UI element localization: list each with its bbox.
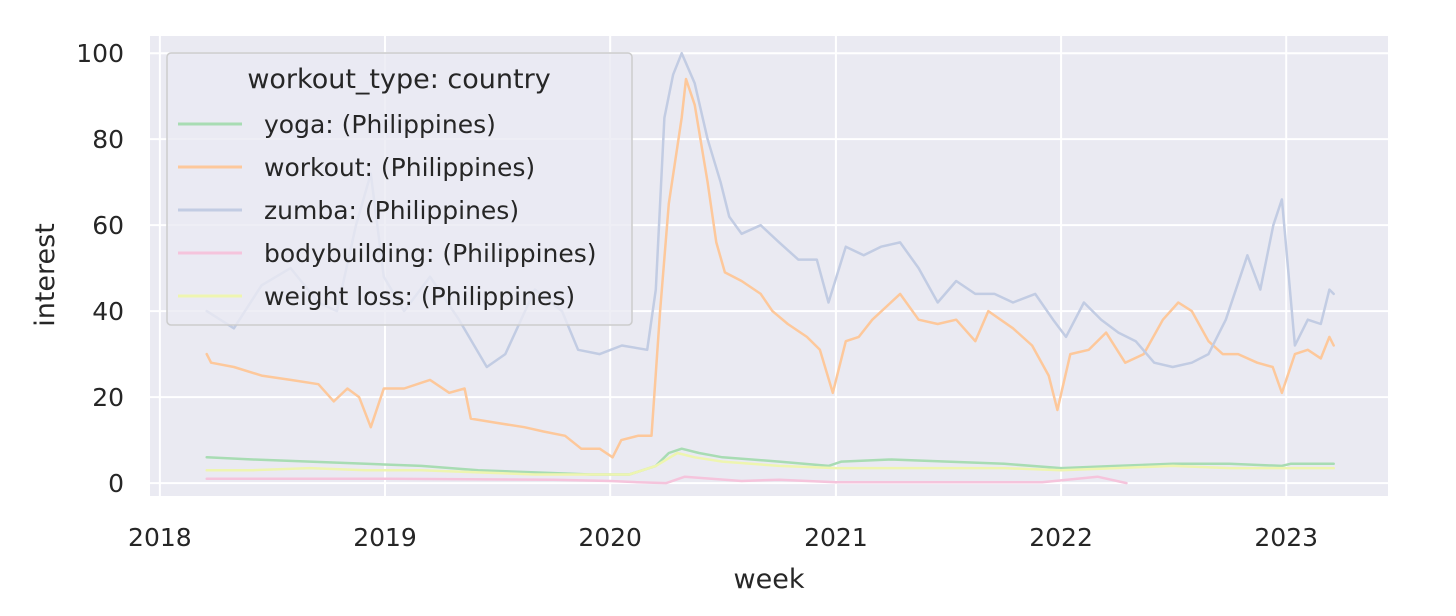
series-line — [205, 77, 1335, 459]
legend: workout_type: country yoga: (Philippines… — [166, 52, 633, 326]
legend-entry-label: workout: (Philippines) — [264, 153, 535, 182]
x-tick-label: 2020 — [578, 523, 642, 552]
y-tick-label: 20 — [92, 383, 124, 412]
series-line — [205, 447, 1335, 476]
y-tick-label: 0 — [108, 469, 124, 498]
y-axis-label: interest — [30, 223, 61, 327]
y-tick-label: 100 — [76, 39, 124, 68]
x-tick-label: 2019 — [353, 523, 417, 552]
series-lines — [205, 51, 1335, 485]
x-tick-label: 2018 — [128, 523, 192, 552]
y-axis-ticks: 0 20 40 60 80 100 — [76, 39, 124, 498]
x-tick-label: 2021 — [804, 523, 868, 552]
legend-entry-label: weight loss: (Philippines) — [264, 282, 575, 311]
x-tick-label: 2023 — [1254, 523, 1318, 552]
legend-title: workout_type: country — [247, 64, 550, 95]
x-tick-label: 2022 — [1029, 523, 1093, 552]
y-tick-label: 60 — [92, 211, 124, 240]
series-line — [205, 451, 1335, 476]
x-axis-ticks: 2018 2019 2020 2021 2022 2023 — [128, 523, 1318, 552]
legend-entry-label: bodybuilding: (Philippines) — [264, 239, 597, 268]
y-tick-label: 40 — [92, 297, 124, 326]
legend-entry-label: yoga: (Philippines) — [264, 110, 496, 139]
legend-entries: yoga: (Philippines) workout: (Philippines… — [178, 110, 597, 311]
legend-box — [166, 52, 633, 326]
y-tick-label: 80 — [92, 125, 124, 154]
series-line — [205, 475, 1128, 485]
legend-entry-label: zumba: (Philippines) — [264, 196, 519, 225]
x-axis-label: week — [734, 564, 805, 595]
